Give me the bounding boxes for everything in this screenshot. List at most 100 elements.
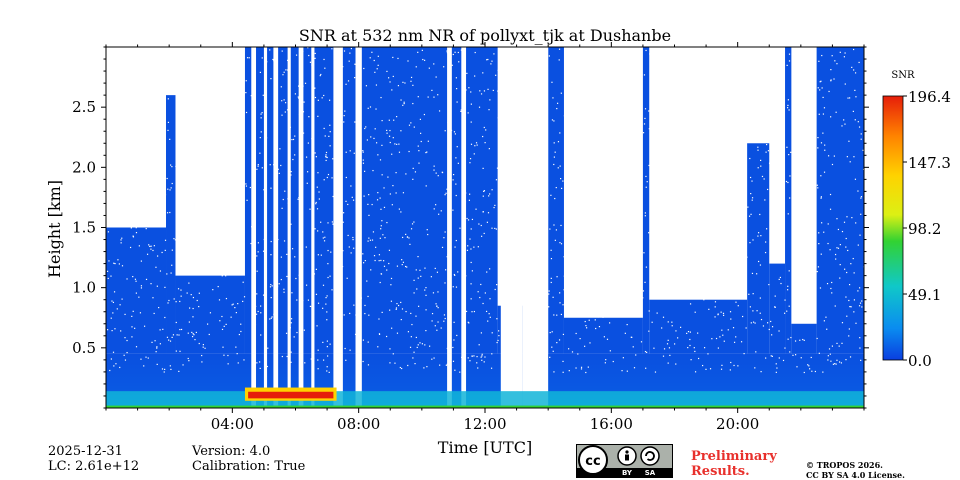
heatmap-speckle	[557, 141, 560, 143]
heatmap-speckle	[820, 142, 823, 144]
heatmap-speckle	[328, 135, 330, 137]
heatmap-gap	[273, 47, 279, 406]
heatmap-speckle	[455, 286, 458, 288]
heatmap-speckle	[475, 208, 477, 210]
heatmap-speckle	[378, 254, 381, 256]
heatmap-speckle	[834, 253, 837, 256]
heatmap-speckle	[373, 255, 376, 257]
x-tick-label: 04:00	[211, 415, 254, 433]
heatmap-speckle	[364, 127, 366, 130]
heatmap-speckle	[617, 308, 619, 310]
heatmap-speckle	[290, 351, 292, 353]
heatmap-speckle	[269, 49, 271, 51]
heatmap-speckle	[496, 318, 498, 320]
heatmap-speckle	[269, 286, 272, 288]
heatmap-speckle	[190, 294, 192, 296]
heatmap-speckle	[758, 138, 761, 140]
heatmap-speckle	[430, 276, 432, 278]
heatmap-speckle	[401, 308, 404, 310]
heatmap-speckle	[177, 288, 180, 290]
heatmap-speckle	[615, 297, 617, 299]
heatmap-speckle	[827, 242, 829, 245]
heatmap-speckle	[345, 359, 347, 361]
heatmap-speckle	[474, 51, 476, 54]
heatmap-speckle	[759, 297, 761, 299]
heatmap-speckle	[824, 149, 826, 151]
heatmap-speckle	[362, 159, 364, 161]
heatmap-speckle	[326, 346, 328, 348]
heatmap-speckle	[381, 144, 383, 146]
heatmap-speckle	[444, 194, 446, 196]
heatmap-speckle	[170, 272, 172, 274]
heatmap-speckle	[326, 340, 328, 342]
heatmap-speckle	[822, 132, 824, 134]
heatmap-speckle	[145, 182, 147, 184]
heatmap-speckle	[757, 167, 759, 169]
x-tick-label: 20:00	[716, 415, 759, 433]
heatmap-speckle	[243, 296, 246, 298]
heatmap-speckle	[745, 327, 747, 329]
heatmap-speckle	[112, 301, 115, 304]
heatmap-speckle	[171, 249, 173, 251]
heatmap-speckle	[383, 265, 386, 267]
heatmap-speckle	[209, 312, 212, 314]
heatmap-speckle	[257, 163, 259, 166]
heatmap-speckle	[487, 212, 490, 214]
heatmap-speckle	[167, 302, 169, 304]
heatmap-speckle	[120, 239, 122, 241]
heatmap-speckle	[853, 272, 855, 274]
heatmap-speckle	[372, 169, 374, 172]
heatmap-speckle	[689, 331, 691, 333]
heatmap-speckle	[548, 293, 550, 295]
heatmap-speckle	[295, 277, 297, 280]
heatmap-speckle	[786, 310, 788, 312]
heatmap-speckle	[575, 332, 577, 335]
heatmap-speckle	[364, 312, 366, 315]
heatmap-speckle	[242, 300, 244, 303]
heatmap-speckle	[497, 90, 499, 92]
heatmap-speckle	[368, 237, 370, 239]
heatmap-speckle	[325, 156, 327, 158]
heatmap-speckle	[560, 243, 563, 245]
heatmap-speckle	[841, 342, 843, 344]
heatmap-speckle	[752, 310, 754, 312]
heatmap-speckle	[689, 303, 692, 305]
heatmap-speckle	[314, 96, 317, 99]
heatmap-speckle	[329, 343, 331, 345]
heatmap-speckle	[759, 264, 762, 266]
heatmap-speckle	[125, 222, 127, 224]
heatmap-speckle	[830, 79, 832, 81]
heatmap-speckle	[386, 129, 388, 132]
heatmap-speckle	[456, 146, 458, 148]
heatmap-region	[166, 95, 176, 354]
heatmap-speckle	[343, 50, 346, 52]
heatmap-speckle	[820, 197, 822, 199]
heatmap-speckle	[186, 292, 188, 294]
heatmap-speckle	[420, 132, 422, 134]
heatmap-speckle	[483, 361, 485, 363]
heatmap-speckle	[388, 119, 390, 121]
heatmap-speckle	[286, 109, 289, 111]
y-axis-label: Height [km]	[45, 180, 64, 278]
heatmap-speckle	[580, 368, 583, 370]
heatmap-ground-line	[106, 405, 864, 408]
heatmap-speckle	[320, 73, 322, 76]
heatmap-speckle	[626, 323, 628, 326]
heatmap-speckle	[128, 184, 131, 186]
heatmap-speckle	[286, 253, 288, 255]
heatmap-speckle	[236, 353, 238, 355]
heatmap-speckle	[455, 77, 457, 79]
heatmap-speckle	[217, 246, 219, 248]
heatmap-speckle	[246, 199, 248, 201]
heatmap-speckle	[425, 309, 427, 311]
heatmap-speckle	[402, 261, 405, 263]
heatmap-speckle	[238, 232, 240, 235]
heatmap-speckle	[488, 195, 490, 197]
heatmap-speckle	[550, 194, 552, 196]
heatmap-speckle	[381, 174, 383, 176]
heatmap-speckle	[481, 359, 483, 361]
heatmap-speckle	[593, 280, 595, 282]
heatmap-speckle	[727, 329, 729, 331]
heatmap-speckle	[562, 304, 564, 306]
heatmap-speckle	[373, 59, 375, 62]
